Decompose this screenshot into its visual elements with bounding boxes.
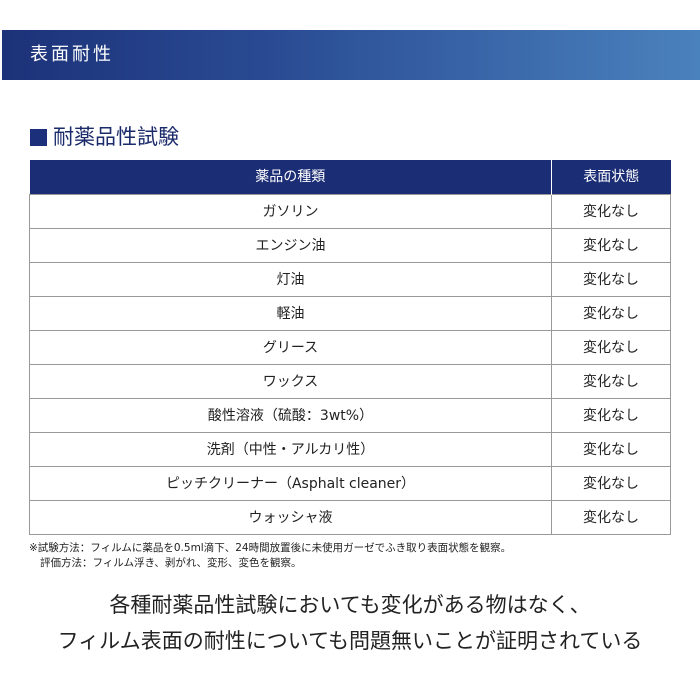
surface-state-cell: 変化なし bbox=[551, 398, 671, 433]
section-heading: 耐薬品性試験 bbox=[30, 122, 671, 152]
chemical-cell: 酸性溶液（硫酸：3wt%） bbox=[29, 398, 552, 433]
chemical-cell: ガソリン bbox=[29, 194, 552, 229]
surface-state-cell: 変化なし bbox=[551, 330, 671, 365]
table-row: ウォッシャ液 変化なし bbox=[29, 500, 671, 535]
header-title: 表面耐性 bbox=[30, 44, 114, 65]
table-row: ワックス 変化なし bbox=[29, 364, 671, 399]
table-row: ガソリン 変化なし bbox=[29, 194, 671, 229]
surface-state-cell: 変化なし bbox=[551, 466, 671, 501]
chemical-resistance-table: 薬品の種類 表面状態 ガソリン 変化なし エンジン油 変化なし 灯油 変化なし 軽油 変化なしグ… bbox=[29, 160, 671, 535]
surface-state-cell: 変化なし bbox=[551, 364, 671, 399]
surface-state-cell: 変化なし bbox=[551, 228, 671, 263]
conclusion-line: フィルム表面の耐性についても問題無いことが証明されている bbox=[57, 629, 643, 653]
chemical-cell: 灯油 bbox=[29, 262, 552, 297]
chemical-cell: 軽油 bbox=[29, 296, 552, 331]
chemical-cell: ワックス bbox=[29, 364, 552, 399]
surface-state-cell: 変化なし bbox=[551, 296, 671, 331]
chemical-cell: エンジン油 bbox=[29, 228, 552, 263]
column-header: 表面状態 bbox=[551, 160, 671, 195]
note-evaluation: 評価方法：フィルム浮き、剥がれ、変形、変色を観察。 bbox=[40, 557, 302, 569]
surface-state-cell: 変化なし bbox=[551, 432, 671, 467]
chemical-cell: ウォッシャ液 bbox=[29, 500, 552, 535]
conclusion-line: 各種耐薬品性試験においても変化がある物はなく、 bbox=[109, 593, 591, 617]
chemical-cell: 洗剤（中性・アルカリ性） bbox=[29, 432, 552, 467]
section-title: 耐薬品性試験 bbox=[53, 125, 179, 149]
conclusion: 各種耐薬品性試験においても変化がある物はなく、フィルム表面の耐性についても問題無… bbox=[0, 587, 700, 659]
chemical-cell: ピッチクリーナー（Asphalt cleaner） bbox=[29, 466, 552, 501]
surface-state-cell: 変化なし bbox=[551, 500, 671, 535]
table-row: エンジン油 変化なし bbox=[29, 228, 671, 263]
surface-state-cell: 変化なし bbox=[551, 262, 671, 297]
table-row: ピッチクリーナー（Asphalt cleaner） 変化なし bbox=[29, 466, 671, 501]
column-header: 薬品の種類 bbox=[29, 160, 552, 195]
chemical-cell: グリース bbox=[29, 330, 552, 365]
table-row: 灯油 変化なし bbox=[29, 262, 671, 297]
table-row: グリース 変化なし bbox=[29, 330, 671, 365]
header-banner: 表面耐性 bbox=[2, 30, 700, 80]
table-row: 洗剤（中性・アルカリ性） 変化なし bbox=[29, 432, 671, 467]
surface-state-cell: 変化なし bbox=[551, 194, 671, 229]
square-bullet-icon bbox=[30, 128, 47, 146]
table-row: 軽油 変化なし bbox=[29, 296, 671, 331]
test-notes: ※試験方法：フィルムに薬品を0.5ml滴下、24時間放置後に未使用ガーゼでふき取… bbox=[29, 541, 671, 571]
note-method: ※試験方法：フィルムに薬品を0.5ml滴下、24時間放置後に未使用ガーゼでふき取… bbox=[29, 542, 512, 554]
table-row: 酸性溶液（硫酸：3wt%） 変化なし bbox=[29, 398, 671, 433]
content-column: 耐薬品性試験 薬品の種類 表面状態 ガソリン 変化なし エンジン油 変化なし 灯油 変化なし… bbox=[29, 122, 671, 659]
